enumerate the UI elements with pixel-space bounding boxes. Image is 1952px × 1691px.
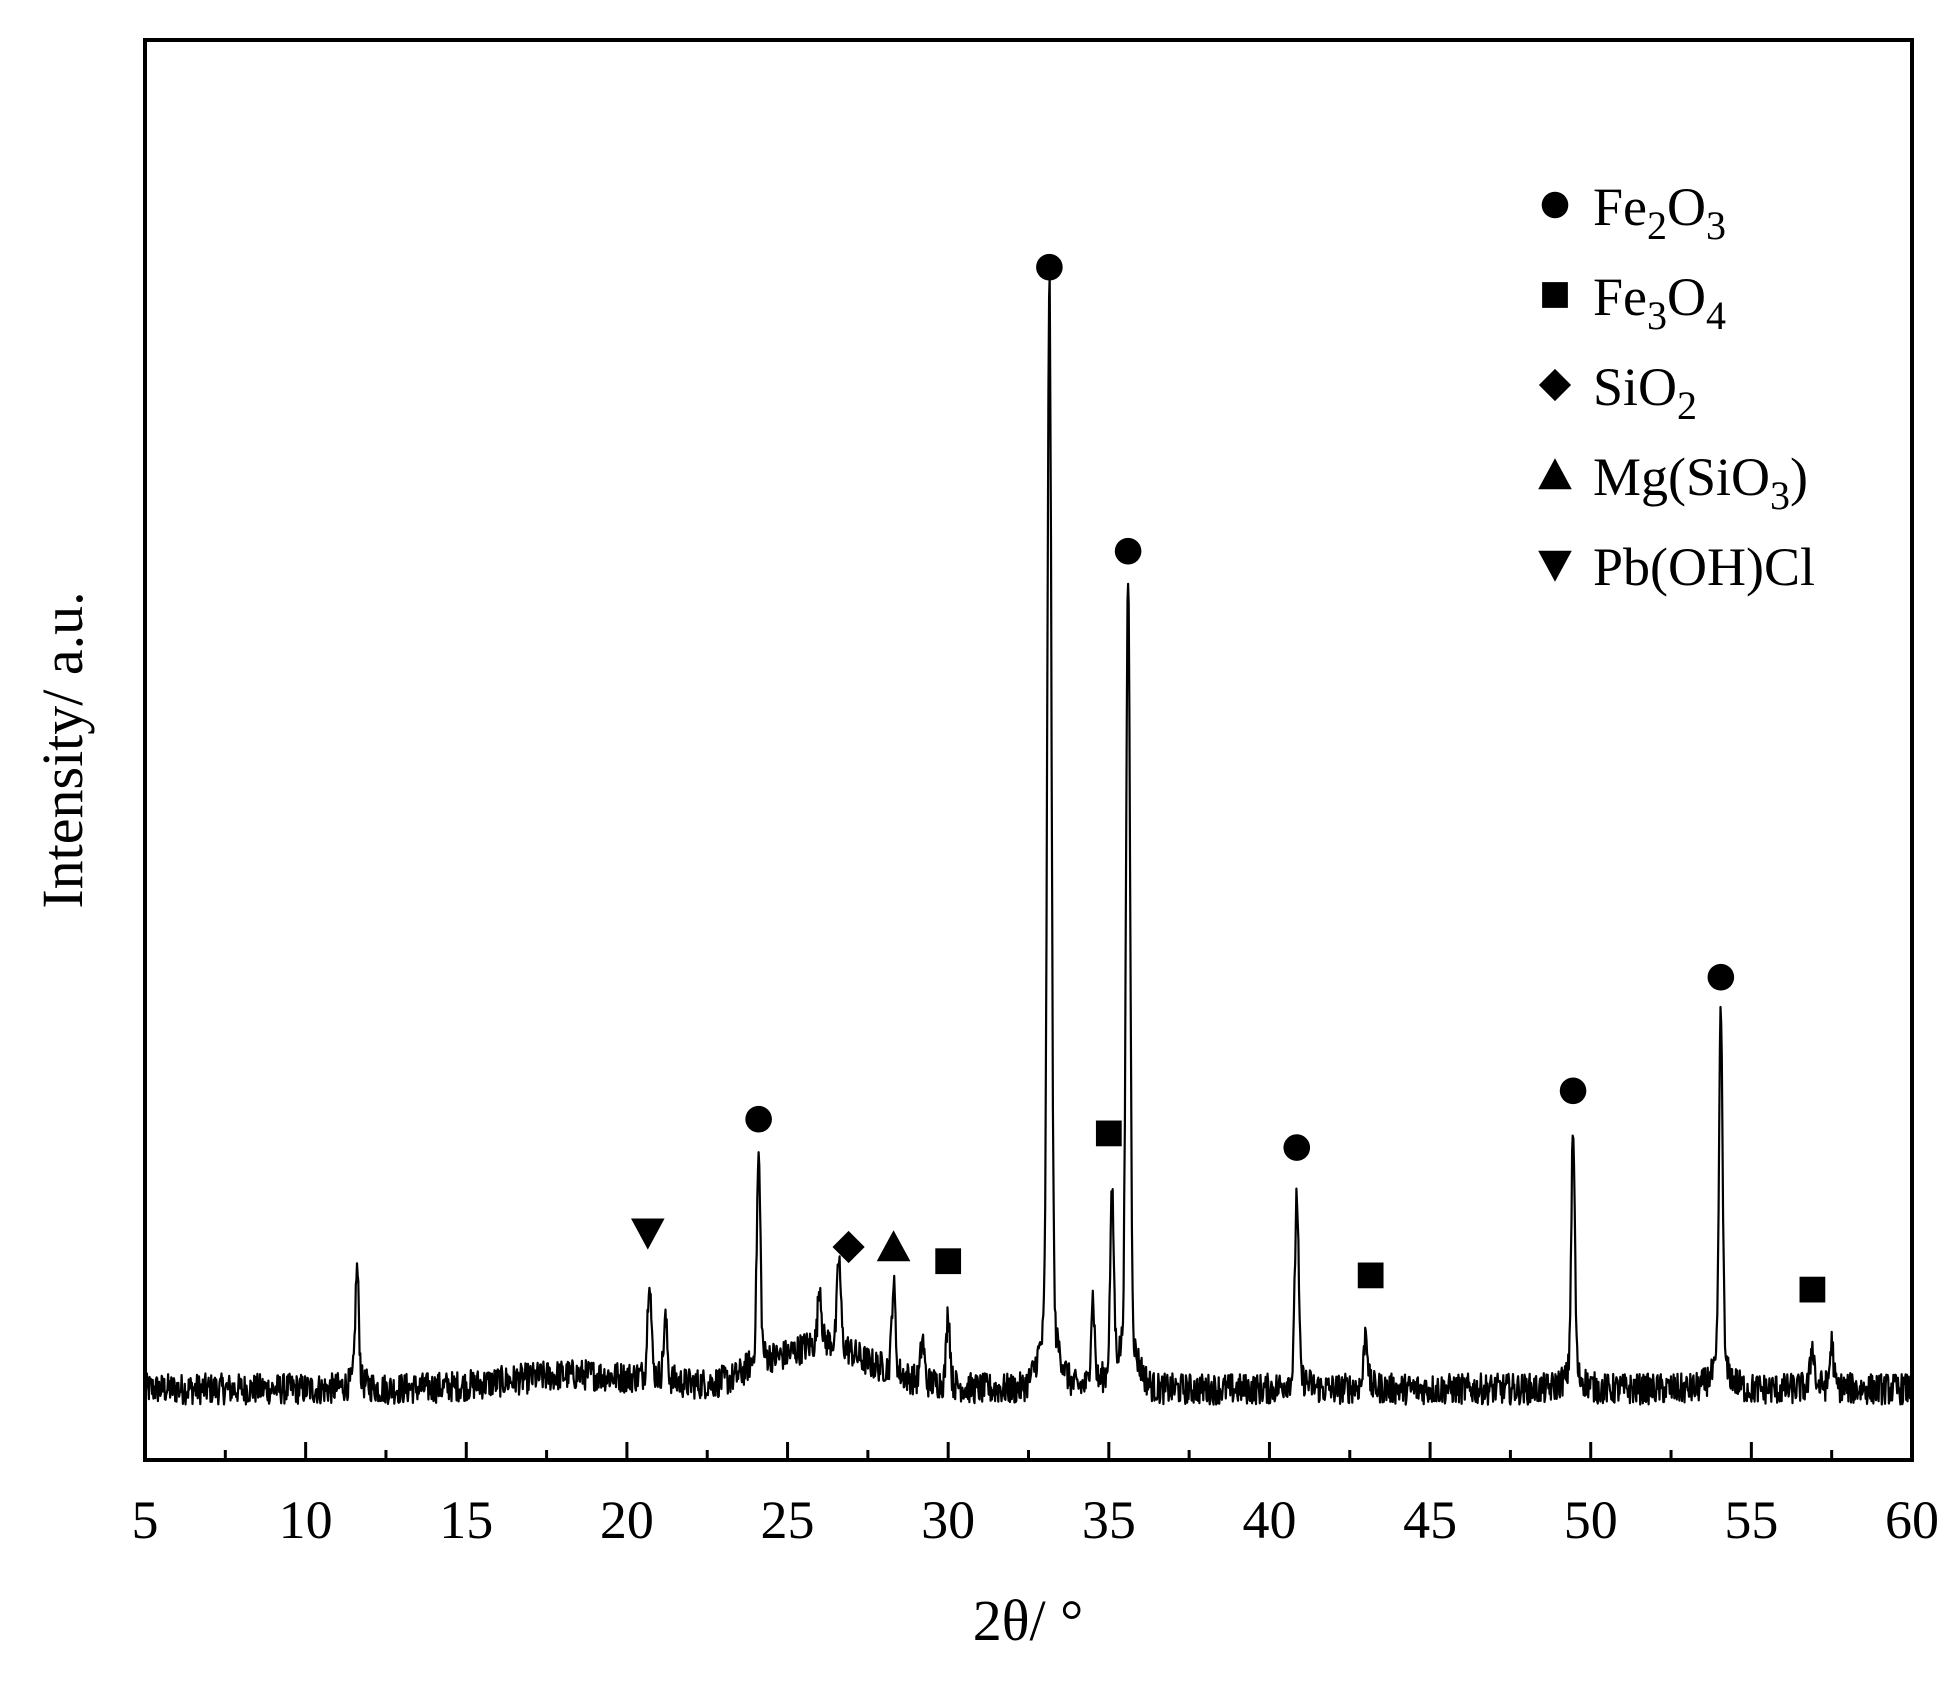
circle-marker [1283, 1134, 1311, 1161]
legend-subscript: 3 [1647, 293, 1667, 338]
square-marker [1357, 1262, 1384, 1289]
legend-item: Mg(SiO3) [1538, 447, 1808, 518]
circle-marker [745, 1105, 772, 1133]
x-axis-tick-labels: 5 10 15 20 25 30 35 40 45 50 55 60 [132, 1490, 1940, 1550]
x-tick-label: 40 [1242, 1490, 1296, 1550]
legend-text-part: O [1667, 177, 1706, 237]
x-axis-title: 2θ/ ° [973, 1588, 1084, 1653]
triangle-up-marker [876, 1230, 911, 1262]
peak-marker-circle [1114, 537, 1142, 565]
peak-marker-circle [1707, 963, 1735, 991]
legend-item: Fe2O3 [1541, 177, 1726, 248]
peak-marker-square [1357, 1262, 1384, 1289]
legend-text-part: SiO [1593, 357, 1677, 417]
peak-marker-square [1799, 1276, 1826, 1303]
legend-label: SiO2 [1593, 357, 1697, 428]
peak-marker-circle [1036, 253, 1063, 281]
x-tick-label: 10 [279, 1490, 333, 1550]
square-marker [1095, 1120, 1122, 1147]
circle-marker [1707, 963, 1735, 991]
diamond-marker [1538, 368, 1572, 402]
peak-marker-triangle-down [630, 1218, 665, 1250]
x-tick-label: 15 [439, 1490, 493, 1550]
legend-label: Mg(SiO3) [1593, 447, 1808, 518]
peak-marker-square [935, 1248, 962, 1275]
legend-text-part: Fe [1593, 267, 1647, 327]
plot-area-border [143, 38, 1914, 1462]
xrd-pattern-line [143, 274, 1913, 1406]
y-axis-title: Intensity/ a.u. [30, 591, 95, 908]
triangle-down-marker [630, 1218, 665, 1250]
square-marker [1542, 282, 1568, 308]
x-tick-label: 25 [761, 1490, 815, 1550]
peak-marker-diamond [832, 1230, 865, 1264]
legend-subscript: 3 [1706, 203, 1726, 248]
legend-label: Pb(OH)Cl [1593, 537, 1815, 597]
circle-marker [1559, 1077, 1587, 1105]
square-marker [1799, 1276, 1826, 1303]
legend-subscript: 3 [1770, 473, 1790, 518]
x-tick-label: 30 [921, 1490, 975, 1550]
plot-frame [143, 38, 1914, 1462]
legend-item: SiO2 [1538, 357, 1697, 428]
square-marker [935, 1248, 962, 1275]
x-tick-label: 55 [1724, 1490, 1778, 1550]
legend-text-part: ) [1790, 447, 1808, 507]
circle-marker [1036, 253, 1063, 281]
peak-markers [630, 253, 1826, 1303]
x-tick-label: 50 [1564, 1490, 1618, 1550]
circle-marker [1114, 537, 1142, 565]
legend-text-part: O [1667, 267, 1706, 327]
peak-marker-square [1095, 1120, 1122, 1147]
triangle-down-marker [1538, 550, 1572, 582]
x-tick-label: 5 [132, 1490, 159, 1550]
x-tick-label: 60 [1885, 1490, 1939, 1550]
legend-item: Fe3O4 [1542, 267, 1726, 338]
peak-marker-triangle-up [876, 1230, 911, 1262]
peak-marker-circle [1283, 1134, 1311, 1161]
x-tick-label: 20 [600, 1490, 654, 1550]
diamond-marker [832, 1230, 865, 1264]
legend-subscript: 4 [1706, 293, 1726, 338]
legend-item: Pb(OH)Cl [1538, 537, 1815, 597]
peak-marker-circle [745, 1105, 772, 1133]
legend-subscript: 2 [1647, 203, 1667, 248]
legend-text-part: Mg(SiO [1593, 447, 1770, 507]
x-axis-ticks [143, 1442, 1914, 1460]
legend-label: Fe3O4 [1593, 267, 1726, 338]
triangle-up-marker [1538, 458, 1572, 490]
legend-subscript: 2 [1677, 383, 1697, 428]
peak-marker-circle [1559, 1077, 1587, 1105]
legend-text-part: Pb(OH)Cl [1593, 537, 1815, 597]
x-tick-label: 35 [1082, 1490, 1136, 1550]
circle-marker [1541, 191, 1569, 219]
legend-text-part: Fe [1593, 177, 1647, 237]
x-tick-label: 45 [1403, 1490, 1457, 1550]
legend-label: Fe2O3 [1593, 177, 1726, 248]
